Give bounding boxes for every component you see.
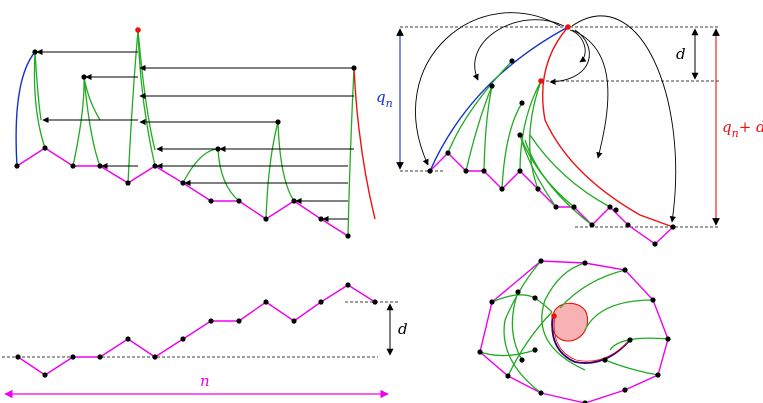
red-vertex-4	[551, 313, 557, 319]
vertices-4	[477, 258, 671, 403]
blue-curve-2	[429, 26, 569, 172]
rotation-arrows	[415, 12, 677, 223]
red-vertex-2b	[538, 78, 544, 84]
qnd-label: qn+ d	[722, 118, 763, 140]
red-curve	[353, 67, 376, 220]
vertices	[14, 49, 357, 239]
d-label-top: d	[676, 45, 686, 63]
vertices-2	[427, 58, 676, 247]
qn-label-sub: n	[386, 97, 393, 110]
zigzag-path-3	[17, 284, 376, 376]
panel-bottom-right	[477, 258, 671, 403]
panel-top-right: qn qn+ d d	[376, 12, 763, 247]
red-arc-overlay	[553, 315, 629, 362]
panel-top-left	[14, 27, 376, 239]
zigzag-path-2	[429, 152, 674, 245]
blue-red-arc	[551, 314, 631, 364]
d-label-bottom: d	[398, 320, 408, 338]
blue-curve	[15, 51, 36, 167]
qnd-label-q: q	[722, 118, 732, 136]
qn-label-q: q	[376, 88, 386, 106]
qnd-label-tail: + d	[739, 118, 763, 136]
green-curves	[33, 29, 355, 237]
zigzag-path	[16, 147, 349, 237]
n-label: n	[200, 372, 210, 390]
red-vertex	[135, 27, 141, 33]
shift-arrows	[36, 48, 354, 223]
qn-label: qn	[376, 88, 393, 110]
green-curves-2	[447, 60, 611, 226]
red-vertex-2a	[565, 24, 571, 30]
center-disk	[551, 302, 588, 342]
panel-bottom-left: d n	[2, 282, 408, 399]
red-curve-2	[542, 26, 674, 228]
qnd-label-sub: n	[732, 127, 739, 140]
vertices-3	[15, 282, 378, 378]
